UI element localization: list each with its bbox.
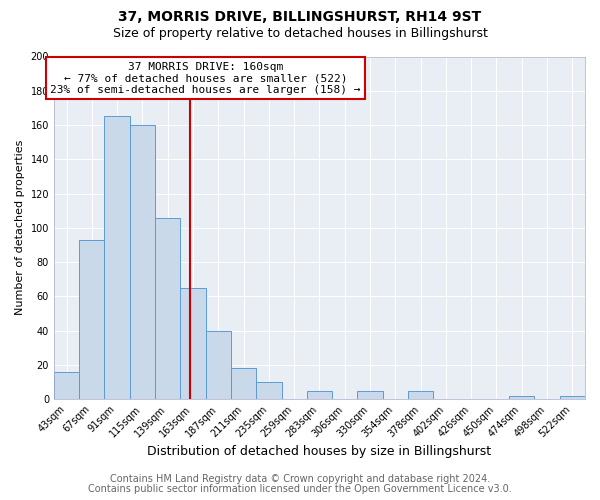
Bar bbox=[231, 368, 256, 399]
Bar bbox=[206, 330, 231, 399]
X-axis label: Distribution of detached houses by size in Billingshurst: Distribution of detached houses by size … bbox=[148, 444, 491, 458]
Bar bbox=[358, 390, 383, 399]
Text: Contains public sector information licensed under the Open Government Licence v3: Contains public sector information licen… bbox=[88, 484, 512, 494]
Bar bbox=[509, 396, 535, 399]
Bar bbox=[181, 288, 206, 399]
Bar bbox=[307, 390, 332, 399]
Y-axis label: Number of detached properties: Number of detached properties bbox=[15, 140, 25, 316]
Bar bbox=[79, 240, 104, 399]
Bar bbox=[54, 372, 79, 399]
Bar bbox=[104, 116, 130, 399]
Bar bbox=[155, 218, 181, 399]
Text: 37 MORRIS DRIVE: 160sqm
← 77% of detached houses are smaller (522)
23% of semi-d: 37 MORRIS DRIVE: 160sqm ← 77% of detache… bbox=[50, 62, 361, 95]
Bar bbox=[256, 382, 281, 399]
Bar bbox=[560, 396, 585, 399]
Text: 37, MORRIS DRIVE, BILLINGSHURST, RH14 9ST: 37, MORRIS DRIVE, BILLINGSHURST, RH14 9S… bbox=[118, 10, 482, 24]
Bar bbox=[130, 125, 155, 399]
Bar bbox=[408, 390, 433, 399]
Text: Size of property relative to detached houses in Billingshurst: Size of property relative to detached ho… bbox=[113, 28, 487, 40]
Text: Contains HM Land Registry data © Crown copyright and database right 2024.: Contains HM Land Registry data © Crown c… bbox=[110, 474, 490, 484]
